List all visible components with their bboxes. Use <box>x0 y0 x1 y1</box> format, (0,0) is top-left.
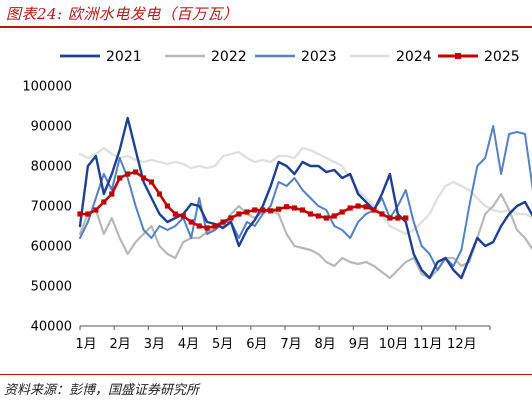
data-point-2025 <box>172 211 178 217</box>
legend: 2021 2022 2023 2024 2025 <box>60 49 520 65</box>
data-point-2025 <box>196 223 202 229</box>
x-tick-label: 2月 <box>110 337 131 352</box>
x-axis: 1月 2月 3月 4月 5月 6月 7月 8月 9月 10月 11月 12月 <box>75 325 491 352</box>
data-point-2025 <box>109 191 115 197</box>
y-tick-label: 80000 <box>31 160 72 175</box>
x-tick-label: 8月 <box>315 337 336 352</box>
data-point-2025 <box>268 208 274 214</box>
plot-area <box>77 116 532 280</box>
data-point-2025 <box>371 207 377 213</box>
x-tick-label: 9月 <box>349 337 370 352</box>
legend-marker-2025 <box>455 53 461 59</box>
data-point-2025 <box>355 203 361 209</box>
data-point-2025 <box>244 209 250 215</box>
data-point-2025 <box>276 206 282 212</box>
data-point-2025 <box>347 205 353 211</box>
data-point-2025 <box>331 213 337 219</box>
data-point-2025 <box>204 225 210 231</box>
legend-label-2022: 2022 <box>211 49 247 65</box>
data-point-2025 <box>283 204 290 210</box>
data-point-2025 <box>117 175 123 181</box>
data-point-2025 <box>228 215 234 221</box>
data-point-2025 <box>77 211 83 217</box>
y-axis: 40000 50000 60000 70000 80000 90000 100000 <box>22 80 72 335</box>
data-point-2025 <box>220 219 226 225</box>
data-point-2025 <box>403 215 409 221</box>
y-tick-label: 70000 <box>31 200 72 215</box>
data-point-2025 <box>363 204 369 210</box>
data-point-2025 <box>260 207 266 213</box>
data-point-2025 <box>180 213 186 219</box>
y-tick-label: 60000 <box>31 240 72 255</box>
data-point-2025 <box>164 203 171 209</box>
x-tick-label: 7月 <box>280 337 301 352</box>
x-tick-label: 5月 <box>212 337 233 352</box>
data-point-2025 <box>101 199 107 205</box>
y-tick-label: 40000 <box>31 320 72 335</box>
source-note: 资料来源：彭博，国盛证券研究所 <box>4 383 200 398</box>
data-point-2025 <box>133 169 139 175</box>
data-point-2025 <box>148 179 155 185</box>
x-tick-label: 4月 <box>178 337 199 352</box>
chart: 2021 2022 2023 2024 2025 40000 50000 60000 7000… <box>22 49 532 352</box>
data-point-2025 <box>93 207 99 213</box>
data-point-2025 <box>387 215 393 221</box>
legend-label-2024: 2024 <box>396 49 432 65</box>
data-point-2025 <box>379 211 385 217</box>
series-line-2021 <box>78 116 532 280</box>
data-point-2025 <box>140 175 147 181</box>
x-tick-label: 11月 <box>413 337 443 352</box>
y-tick-label: 100000 <box>22 80 72 95</box>
data-point-2025 <box>395 215 401 221</box>
data-point-2025 <box>291 205 298 211</box>
legend-label-2025: 2025 <box>484 49 520 65</box>
series-line-2024 <box>78 146 532 236</box>
series-line-2022 <box>78 192 532 280</box>
data-point-2025 <box>236 211 242 217</box>
data-point-2025 <box>212 223 218 229</box>
data-point-2025 <box>156 191 163 197</box>
data-point-2025 <box>252 207 258 213</box>
data-point-2025 <box>307 211 314 217</box>
x-tick-label: 3月 <box>144 337 165 352</box>
y-tick-label: 90000 <box>31 120 72 135</box>
data-point-2025 <box>339 209 345 215</box>
x-tick-label: 6月 <box>246 337 267 352</box>
y-tick-label: 50000 <box>31 280 72 295</box>
x-tick-label: 1月 <box>75 337 96 352</box>
data-point-2025 <box>85 211 91 217</box>
data-point-2025 <box>188 219 194 225</box>
title-divider <box>0 26 532 28</box>
data-point-2025 <box>125 171 131 177</box>
chart-title: 图表24: 欧洲水电发电（百万瓦） <box>6 5 239 23</box>
legend-label-2021: 2021 <box>106 49 142 65</box>
source-divider <box>0 374 532 375</box>
series-line-2023 <box>79 125 532 271</box>
x-tick-label: 10月 <box>379 337 409 352</box>
data-point-2025 <box>315 213 321 219</box>
data-point-2025 <box>299 207 306 213</box>
legend-label-2023: 2023 <box>301 49 337 65</box>
data-point-2025 <box>323 215 329 221</box>
x-tick-label: 12月 <box>447 337 477 352</box>
